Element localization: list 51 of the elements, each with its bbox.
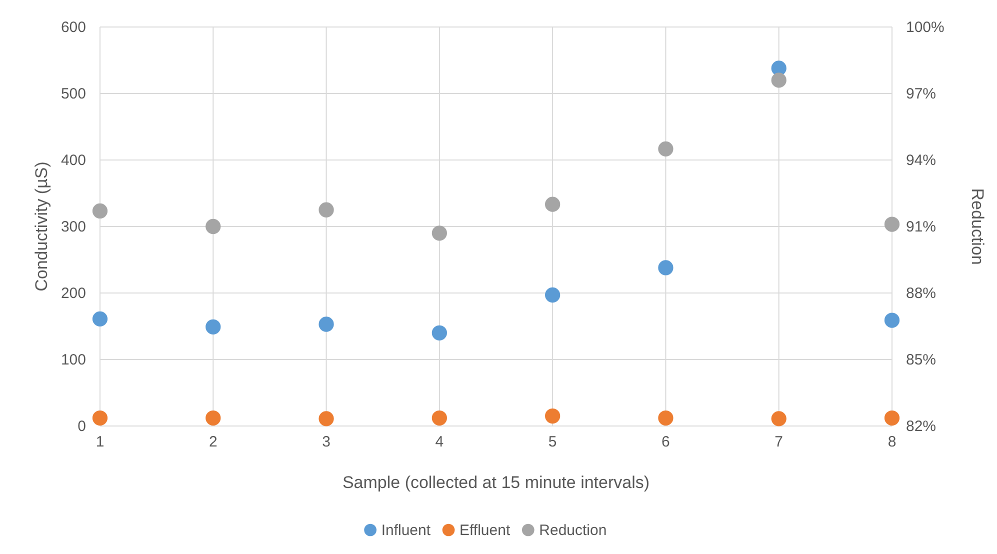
point [658,141,674,156]
x-tick-label: 6 [662,434,670,451]
point [318,316,334,332]
y2-tick-label: 85% [906,351,936,368]
point [884,312,900,328]
point [206,319,221,334]
y2-tick-label: 91% [906,218,936,236]
y-tick-label: 400 [60,152,86,169]
x-tick-label: 8 [888,434,896,451]
x-tick-label: 2 [208,434,218,451]
y-tick-label: 100 [60,351,86,368]
x-tick-label: 3 [322,434,330,451]
x-tick-label: 4 [435,434,444,451]
x-tick-label: 1 [96,434,104,451]
y2-tick-label: 82% [906,418,936,435]
y2-tick-label: 100% [906,18,944,36]
point [545,408,560,424]
x-tick-label: 7 [774,434,784,451]
y-tick-label: 600 [60,18,86,36]
point [545,196,560,212]
point [884,410,900,426]
point [432,226,447,241]
point [92,203,108,219]
y2-tick-label: 97% [906,85,936,102]
point [658,410,674,426]
y2-tick-label: 94% [906,152,936,169]
point [92,410,108,426]
y-tick-label: 0 [78,418,86,435]
y2-axis-title: Reduction [968,188,987,265]
y-axis-title: Conductivity (µS) [32,162,51,292]
point [545,287,560,303]
point [884,216,900,232]
point [92,311,108,326]
legend-label: Reduction [539,522,607,539]
point [206,410,221,426]
point [432,410,447,426]
y2-tick-label: 88% [906,284,936,302]
point [206,218,221,234]
point [318,411,334,426]
x-tick-label: 5 [548,434,557,451]
point [771,411,786,426]
y-tick-label: 500 [60,85,86,102]
point [318,202,334,218]
point [771,72,786,88]
legend-label: Influent [381,522,432,539]
point [658,260,674,276]
y-tick-label: 200 [60,284,86,302]
point [432,325,447,340]
y-tick-label: 300 [60,218,86,236]
legend-label: Effluent [460,522,511,539]
x-axis-title: Sample (collected at 15 minute intervals) [342,473,650,492]
